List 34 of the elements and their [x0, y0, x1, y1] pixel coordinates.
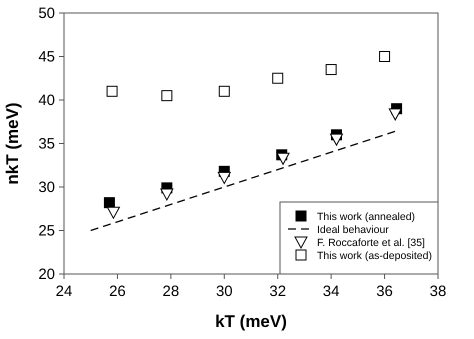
x-tick-label: 34: [322, 283, 340, 300]
y-tick-label: 25: [38, 222, 55, 240]
y-tick-label: 40: [38, 92, 55, 109]
x-axis-title: kT (meV): [215, 312, 287, 331]
x-tick-label: 26: [109, 283, 126, 300]
y-tick-label: 35: [38, 136, 55, 152]
point: [160, 188, 174, 200]
point: [326, 64, 337, 76]
y-tick-label: 50: [38, 5, 55, 22]
legend-label: F. Roccaforte et al. [35]: [317, 237, 426, 249]
point: [106, 86, 118, 97]
legend-label: Ideal behaviour: [317, 224, 390, 236]
y-tick-label: 20: [38, 266, 55, 283]
point: [272, 72, 284, 84]
point: [218, 172, 231, 184]
point: [104, 197, 115, 208]
legend-label: This work (annealed): [317, 211, 416, 223]
point: [379, 51, 390, 62]
point: [330, 134, 343, 146]
x-tick-label: 38: [430, 283, 446, 300]
point: [106, 206, 120, 219]
legend-label: This work (as-deposited): [317, 250, 432, 262]
x-tick-label: 24: [56, 283, 72, 300]
x-tick-label: 36: [376, 283, 393, 300]
x-tick-label: 28: [162, 283, 180, 300]
point: [161, 90, 172, 102]
point: [276, 152, 290, 165]
y-axis-title: nkT (meV): [3, 102, 22, 185]
x-tick-label: 32: [269, 283, 286, 300]
x-tick-label: 30: [216, 283, 233, 300]
point: [388, 108, 402, 120]
y-tick-label: 45: [38, 48, 55, 66]
y-tick-label: 30: [38, 179, 55, 196]
point: [218, 86, 230, 97]
